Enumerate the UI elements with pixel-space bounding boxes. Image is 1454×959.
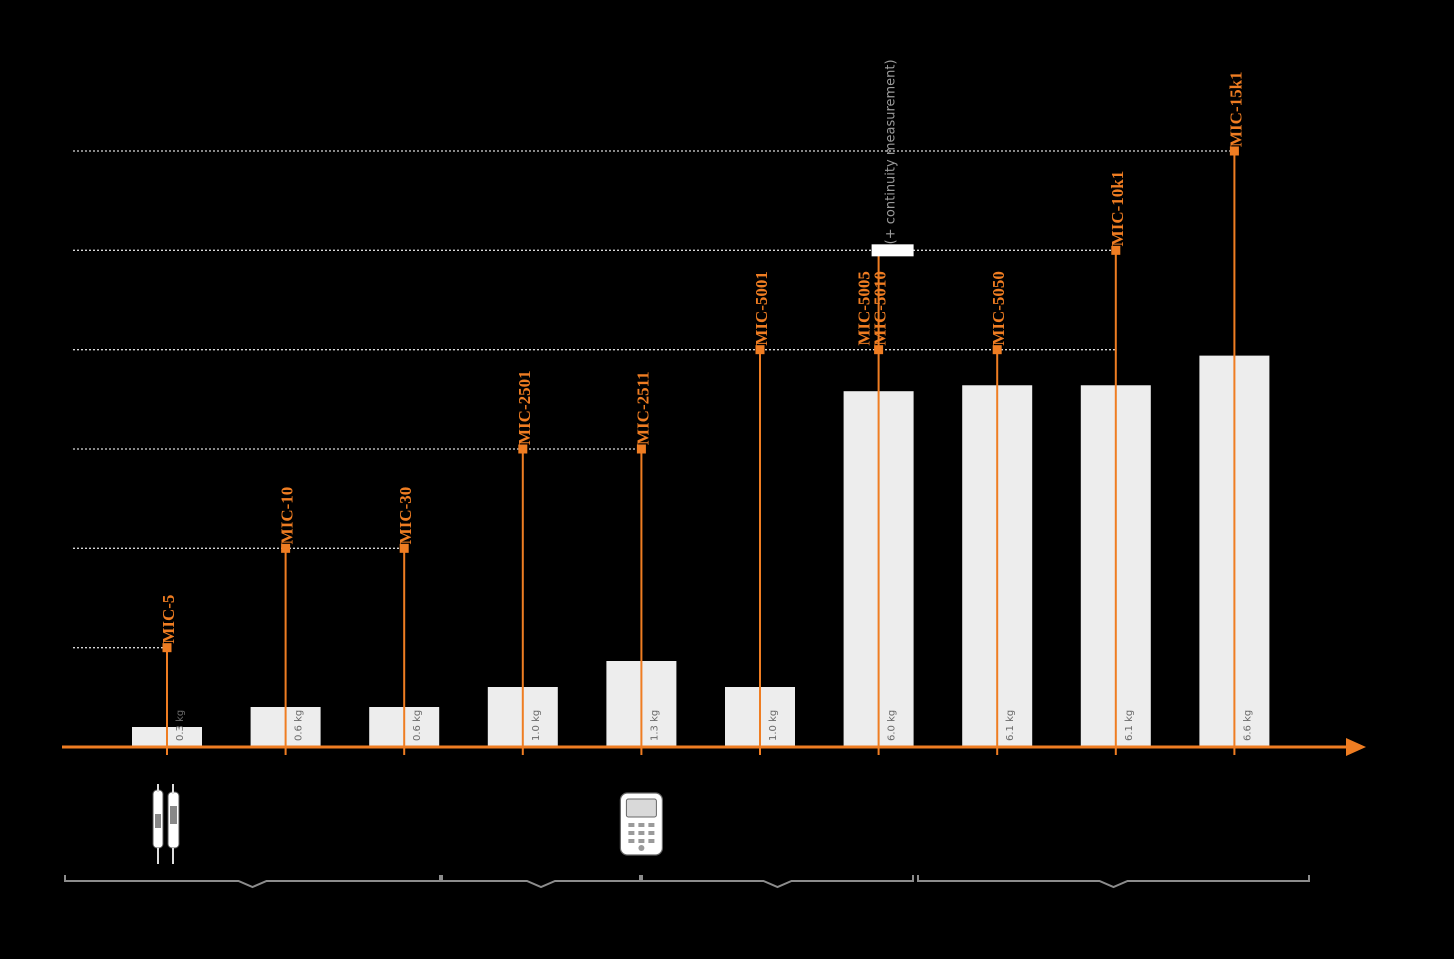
model-marker (755, 345, 765, 355)
weight-label: 6.1 kg (1005, 710, 1016, 741)
model-marker (518, 444, 528, 454)
weight-label: 1.0 kg (768, 710, 779, 741)
handheld-meter-icon (619, 792, 664, 856)
model-label: MIC-5001 (752, 271, 771, 346)
weight-label: 0.3 kg (175, 710, 186, 741)
model-marker (1111, 245, 1121, 255)
meter-key (628, 839, 635, 843)
continuity-note: (+ continuity measurement) (884, 59, 899, 244)
weight-label: 6.6 kg (1242, 710, 1253, 741)
meter-key (638, 839, 645, 843)
model-label: MIC-10k1 (1108, 171, 1127, 247)
weight-label: 1.0 kg (531, 710, 542, 741)
weight-label: 0.6 kg (294, 710, 305, 741)
x-axis-arrow (1346, 738, 1366, 756)
continuity-marker (871, 244, 914, 257)
meter-key (648, 823, 655, 827)
model-label: MIC-2511 (633, 371, 652, 445)
model-marker (636, 444, 646, 454)
weight-label: 6.1 kg (1124, 710, 1135, 741)
meter-knob (638, 845, 645, 851)
model-label: MIC-15k1 (1226, 71, 1245, 147)
group-bracket (64, 875, 441, 889)
model-label: MIC-5 (159, 595, 178, 644)
meter-key (648, 831, 655, 835)
model-marker (1229, 146, 1239, 156)
model-marker (399, 543, 409, 553)
weight-label: 1.3 kg (649, 710, 660, 741)
meter-key (628, 823, 635, 827)
group-bracket (641, 875, 914, 889)
voltage-tester-icon (152, 784, 180, 864)
meter-screen (625, 798, 657, 818)
model-label: MIC-5010 (871, 271, 890, 346)
group-bracket (441, 875, 641, 889)
meter-key (648, 839, 655, 843)
model-label: MIC-30 (396, 487, 415, 545)
probe-display-right (170, 806, 177, 824)
meter-key (628, 831, 635, 835)
meter-key (638, 831, 645, 835)
model-marker (992, 345, 1002, 355)
model-label: MIC-5050 (989, 271, 1008, 346)
meter-key (638, 823, 645, 827)
model-marker (162, 643, 172, 653)
model-marker (281, 543, 291, 553)
group-bracket (917, 875, 1310, 889)
weight-label: 6.0 kg (887, 710, 898, 741)
model-label: MIC-2501 (515, 370, 534, 445)
weight-label: 0.6 kg (412, 710, 423, 741)
model-label: MIC-5005 (855, 271, 874, 346)
model-label: MIC-10 (278, 487, 297, 545)
probe-display-left (155, 814, 161, 828)
